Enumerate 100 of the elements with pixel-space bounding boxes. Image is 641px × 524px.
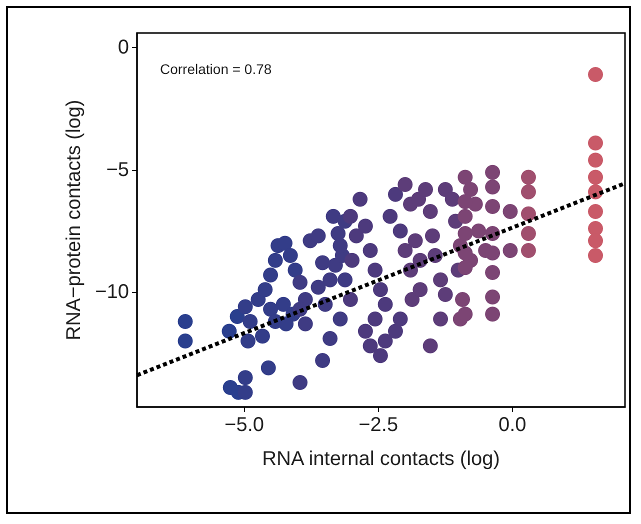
point <box>352 192 368 207</box>
point <box>485 306 500 322</box>
point <box>240 334 256 348</box>
point <box>485 164 500 180</box>
point <box>458 208 473 224</box>
point <box>418 182 434 197</box>
point <box>378 334 393 348</box>
point <box>588 221 604 236</box>
point <box>404 292 420 307</box>
point <box>342 208 358 224</box>
point <box>292 274 308 290</box>
annotation: Correlation = 0.78 <box>160 61 272 77</box>
point <box>238 384 253 400</box>
point <box>310 280 326 295</box>
point <box>268 252 283 268</box>
point <box>358 324 373 339</box>
point <box>485 246 500 260</box>
point <box>588 67 604 82</box>
point <box>342 292 358 307</box>
y-tick-label: −10 <box>95 281 129 304</box>
point <box>485 265 500 280</box>
point <box>588 136 604 150</box>
point <box>520 206 536 222</box>
point <box>326 208 341 224</box>
point <box>263 302 278 317</box>
point <box>332 312 348 326</box>
x-tick-label: 0.0 <box>498 414 526 436</box>
point <box>520 170 536 185</box>
point <box>458 194 473 210</box>
point <box>392 224 408 238</box>
point <box>368 262 383 278</box>
point <box>485 199 500 214</box>
point <box>458 170 473 185</box>
point <box>422 338 438 354</box>
point <box>382 208 398 224</box>
point <box>330 226 346 241</box>
point <box>222 324 237 339</box>
point <box>502 204 518 219</box>
point <box>288 262 303 278</box>
point <box>242 314 258 329</box>
point <box>260 360 276 376</box>
point <box>322 331 338 346</box>
point <box>282 248 298 263</box>
point <box>378 296 393 312</box>
point <box>278 316 294 332</box>
point <box>368 312 383 326</box>
point <box>392 312 408 326</box>
point <box>372 348 388 364</box>
point <box>238 370 253 386</box>
point <box>458 306 473 322</box>
point <box>458 246 473 260</box>
point <box>338 272 353 288</box>
point <box>292 375 308 390</box>
point <box>588 248 604 263</box>
point <box>398 177 413 192</box>
point <box>444 192 460 207</box>
point <box>520 184 536 200</box>
point <box>520 226 536 241</box>
point <box>310 228 326 244</box>
y-axis-title: RNA−protein contacts (log) <box>63 100 86 340</box>
y-tick-label: 0 <box>118 36 129 59</box>
point <box>588 204 604 219</box>
point <box>520 243 536 258</box>
point <box>276 296 291 312</box>
point <box>362 338 378 354</box>
point <box>358 218 373 234</box>
point <box>485 290 500 304</box>
x-axis-title: RNA internal contacts (log) <box>262 448 500 470</box>
point <box>463 182 478 197</box>
point <box>258 282 273 298</box>
point <box>315 353 330 368</box>
point <box>408 233 423 248</box>
point <box>388 324 403 339</box>
y-tick-label: −5 <box>106 158 129 181</box>
point <box>298 316 313 332</box>
point <box>348 228 364 244</box>
x-tick-label: −5.0 <box>224 414 264 436</box>
point <box>315 255 330 270</box>
point <box>588 170 604 185</box>
point <box>433 272 448 288</box>
point <box>332 238 348 254</box>
point <box>398 243 413 258</box>
point <box>455 292 470 307</box>
point <box>502 243 518 258</box>
point <box>255 328 270 344</box>
point <box>412 282 428 298</box>
point <box>238 299 253 314</box>
point <box>278 236 293 251</box>
point <box>178 334 193 348</box>
point <box>422 204 438 219</box>
point <box>458 226 473 241</box>
point <box>344 252 360 268</box>
point <box>424 228 440 244</box>
point <box>433 312 448 326</box>
point <box>485 180 500 194</box>
point <box>388 186 403 202</box>
point <box>322 272 338 288</box>
point <box>178 314 193 329</box>
point <box>588 233 604 248</box>
point <box>458 260 473 276</box>
